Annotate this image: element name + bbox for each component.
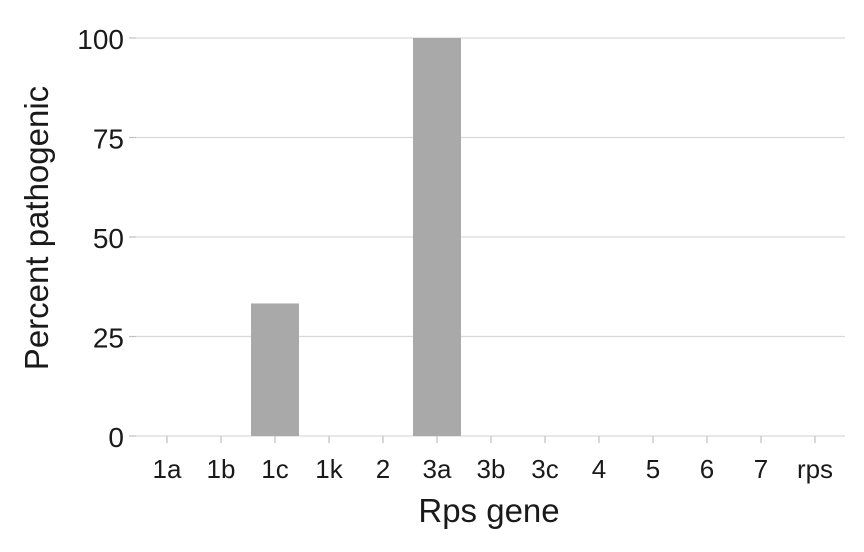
- bars: [251, 38, 461, 436]
- x-axis-title: Rps gene: [418, 492, 559, 529]
- x-tick-label-5: 5: [646, 454, 660, 484]
- x-tick-label-3a: 3a: [423, 454, 452, 484]
- x-tick-label-1k: 1k: [315, 454, 343, 484]
- x-tick-label-3b: 3b: [477, 454, 506, 484]
- y-tick-label: 0: [108, 422, 124, 453]
- x-axis-ticks: 1a 1b 1c 1k 2 3a 3b 3c 4 5 6 7 rps: [153, 436, 833, 484]
- y-tick-label: 75: [93, 124, 124, 155]
- x-tick-label-1c: 1c: [261, 454, 288, 484]
- x-tick-label-1b: 1b: [207, 454, 236, 484]
- x-tick-label-2: 2: [376, 454, 390, 484]
- gridlines: [136, 37, 845, 437]
- x-tick-label-7: 7: [754, 454, 768, 484]
- x-tick-label-6: 6: [700, 454, 714, 484]
- y-axis-ticks: 0 25 50 75 100: [77, 24, 136, 453]
- bar-3a: [413, 38, 461, 436]
- y-tick-label: 100: [77, 24, 124, 55]
- x-tick-label-1a: 1a: [153, 454, 182, 484]
- y-tick-label: 25: [93, 323, 124, 354]
- bar-1c: [251, 303, 299, 436]
- x-tick-label-3c: 3c: [531, 454, 558, 484]
- y-tick-label: 50: [93, 223, 124, 254]
- y-axis-title: Percent pathogenic: [18, 86, 55, 370]
- x-tick-label-rps: rps: [797, 454, 833, 484]
- x-tick-label-4: 4: [592, 454, 606, 484]
